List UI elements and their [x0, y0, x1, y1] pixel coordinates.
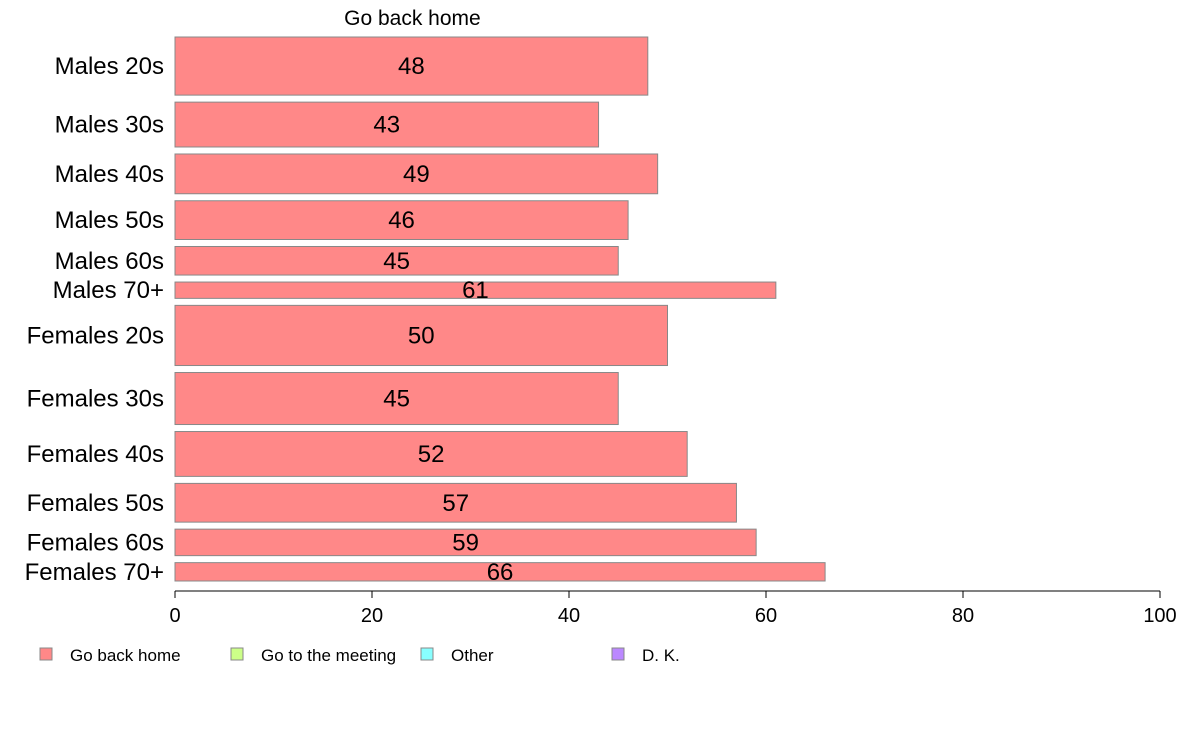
value-label-males-30s: 43	[373, 112, 400, 139]
legend-label-other: Other	[451, 646, 494, 665]
bar-females-50s	[174, 482, 737, 523]
x-tick-label-20: 20	[361, 605, 383, 627]
legend-label-go-to-the-meeting: Go to the meeting	[261, 646, 396, 665]
bar-males-30s	[174, 101, 600, 148]
category-label-females-30s: Females 30s	[27, 386, 164, 413]
bar-females-40s	[174, 431, 688, 477]
bar-females-30s	[174, 372, 619, 426]
category-label-males-20s: Males 20s	[55, 53, 164, 80]
value-label-females-50s: 57	[442, 490, 469, 517]
legend-swatch-d-k	[611, 647, 625, 661]
bars-layer: 48 Males 20s 43 Males 30s 49 Males 40s 46 Males…	[25, 36, 826, 586]
bar-males-50s	[174, 200, 629, 240]
value-label-females-20s: 50	[408, 322, 435, 349]
bar-females-20s	[174, 304, 668, 367]
legend-swatch-go-back-home	[39, 647, 53, 661]
column-title: Go back home	[344, 7, 481, 30]
legend-swatch-go-to-the-meeting	[230, 647, 244, 661]
category-label-females-60s: Females 60s	[27, 529, 164, 556]
value-label-females-70: 66	[487, 559, 514, 586]
legend-swatch-other	[420, 647, 434, 661]
value-label-males-50s: 46	[388, 207, 415, 234]
category-label-males-60s: Males 60s	[55, 248, 164, 275]
category-label-females-70: Females 70+	[25, 559, 164, 586]
x-axis: 0 20 40 60 80 100	[169, 590, 1177, 627]
x-tick-label-40: 40	[558, 605, 580, 627]
x-tick-label-60: 60	[755, 605, 777, 627]
value-label-males-20s: 48	[398, 53, 425, 80]
category-label-females-40s: Females 40s	[27, 441, 164, 468]
value-label-males-60s: 45	[383, 248, 410, 275]
bar-males-20s	[174, 36, 649, 96]
value-label-males-70: 61	[462, 277, 489, 304]
x-tick-label-80: 80	[952, 605, 974, 627]
value-label-females-60s: 59	[452, 529, 479, 556]
category-label-females-50s: Females 50s	[27, 490, 164, 517]
x-tick-label-0: 0	[169, 605, 180, 627]
value-label-females-30s: 45	[383, 386, 410, 413]
category-label-males-40s: Males 40s	[55, 161, 164, 188]
legend-label-d-k: D. K.	[642, 646, 680, 665]
category-label-males-50s: Males 50s	[55, 207, 164, 234]
category-label-males-30s: Males 30s	[55, 112, 164, 139]
category-label-females-20s: Females 20s	[27, 322, 164, 349]
category-label-males-70: Males 70+	[53, 277, 164, 304]
bar-males-60s	[174, 245, 619, 276]
legend: Go back home Go to the meeting Other D. K.	[39, 646, 680, 665]
value-label-females-40s: 52	[418, 441, 445, 468]
bar-males-40s	[174, 153, 659, 195]
x-tick-label-100: 100	[1143, 605, 1176, 627]
bar-males-70	[174, 281, 777, 299]
bar-females-60s	[174, 528, 757, 557]
legend-label-go-back-home: Go back home	[70, 646, 181, 665]
bar-females-70	[174, 562, 826, 582]
value-label-males-40s: 49	[403, 161, 430, 188]
